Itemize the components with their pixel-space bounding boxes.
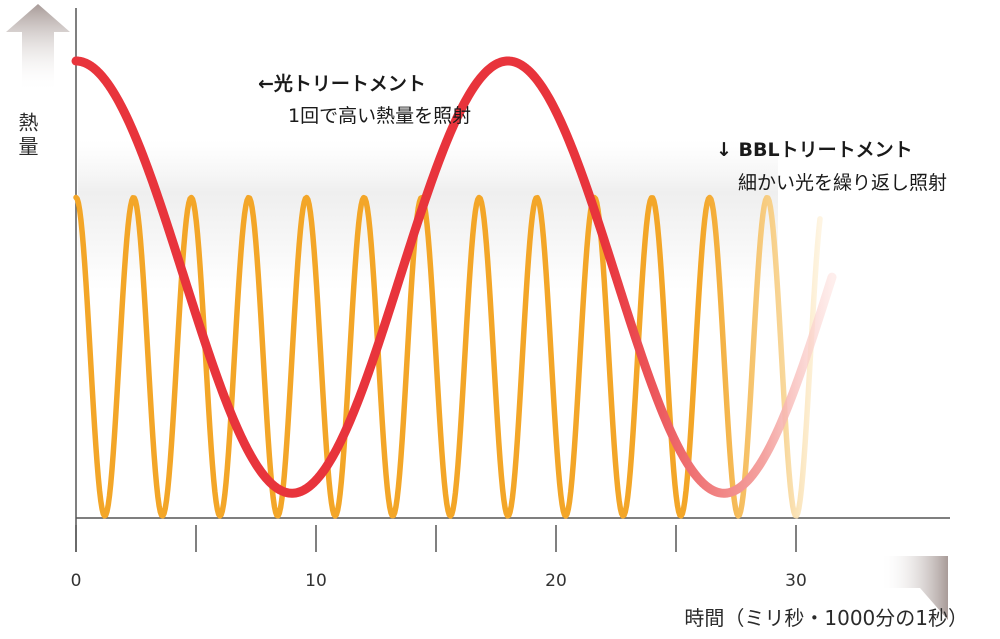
annotations: ←光トリートメント 1回で高い熱量を照射 ↓ BBLトリートメント細かい光を繰り返し… bbox=[258, 72, 947, 194]
x-tick-label: 20 bbox=[545, 571, 567, 591]
series-bbl-treatment bbox=[73, 194, 823, 519]
series-layer bbox=[71, 56, 837, 519]
y-axis-arrow bbox=[6, 4, 70, 92]
x-tick-label: 0 bbox=[71, 571, 82, 591]
x-axis-arrow bbox=[880, 556, 948, 620]
annotation-title: ←光トリートメント bbox=[258, 72, 426, 95]
series-light-treatment bbox=[71, 56, 837, 498]
y-axis-title: 熱量 bbox=[15, 112, 39, 160]
x-tick-label: 10 bbox=[305, 571, 327, 591]
x-tick-label: 30 bbox=[785, 571, 807, 591]
x-axis-title: 時間（ミリ秒・1000分の1秒） bbox=[684, 606, 968, 630]
annotation-text: 1回で高い熱量を照射 bbox=[288, 105, 471, 127]
annotation-text: 細かい光を繰り返し照射 bbox=[738, 172, 947, 194]
x-ticks: 0 10 20 30 bbox=[71, 525, 807, 591]
annotation-title: ↓ BBLトリートメント bbox=[716, 139, 913, 161]
